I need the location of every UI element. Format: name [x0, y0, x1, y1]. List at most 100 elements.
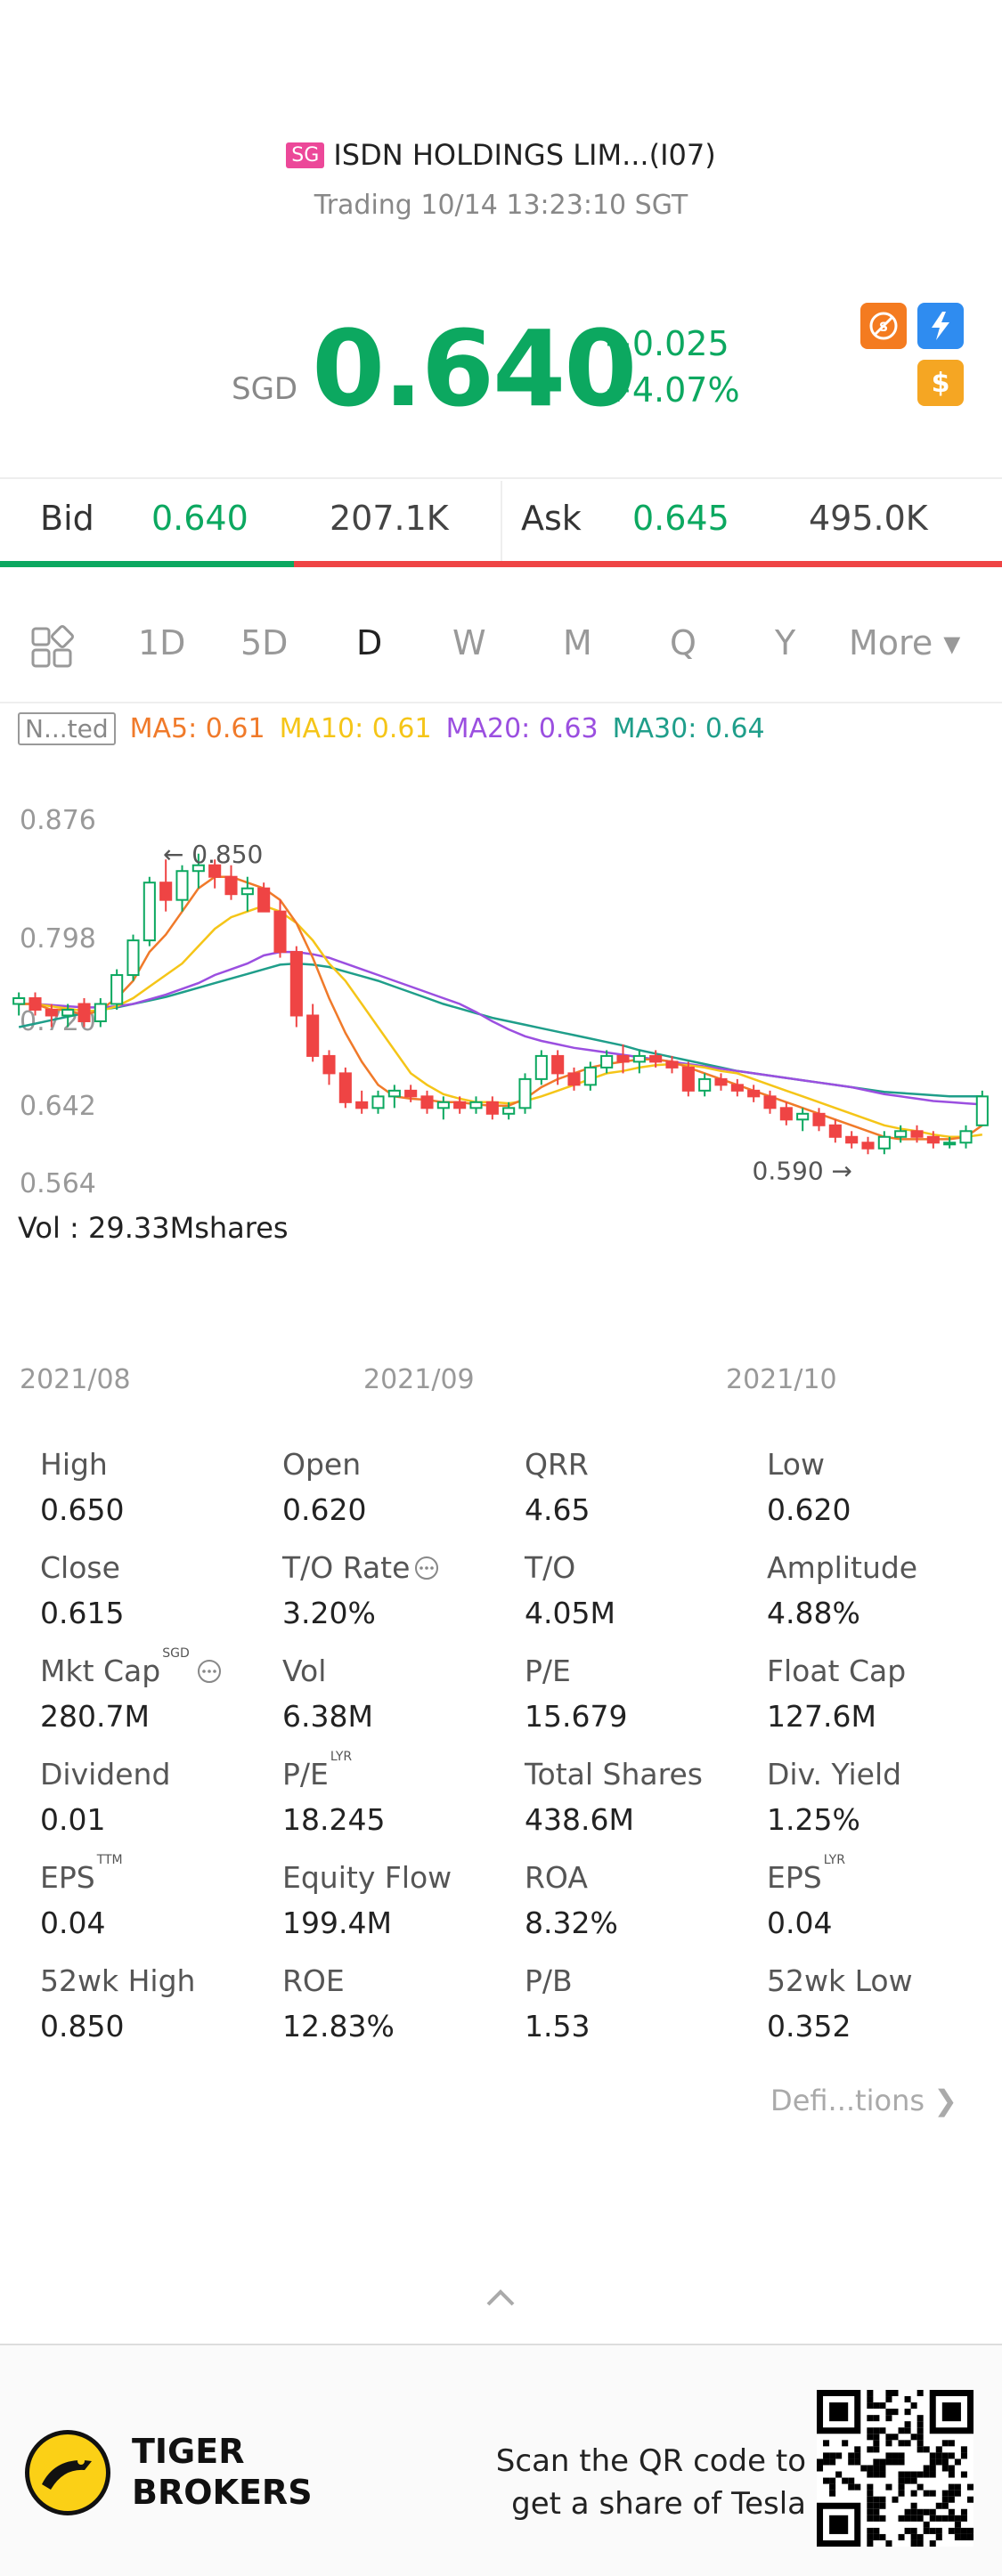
- stat-superscript: LYR: [330, 1750, 353, 1764]
- stat-item: P/E 15.679: [525, 1654, 765, 1734]
- scan-line1: Scan the QR code to: [495, 2443, 806, 2479]
- divider: [0, 477, 1002, 479]
- stat-value: 4.05M: [525, 1596, 615, 1630]
- stat-value: 0.850: [40, 2009, 125, 2044]
- currency-label: SGD: [232, 371, 298, 407]
- stat-item[interactable]: T/O Rate 3.20%: [282, 1550, 523, 1630]
- tab-m[interactable]: M: [563, 623, 592, 662]
- no-short-icon[interactable]: S: [860, 303, 907, 349]
- stat-value: 127.6M: [767, 1699, 876, 1734]
- qr-module: [916, 2515, 924, 2522]
- stat-item: 52wk High 0.850: [40, 1963, 281, 2044]
- qr-module: [885, 2434, 892, 2441]
- qr-module: [879, 2502, 886, 2509]
- stat-item[interactable]: Mkt Cap SGD 280.7M: [40, 1646, 281, 1734]
- stat-label-text: Vol: [282, 1654, 327, 1688]
- qr-module: [885, 2458, 892, 2466]
- qr-module: [929, 2527, 936, 2534]
- stat-value: 3.20%: [282, 1596, 376, 1630]
- info-icon[interactable]: [413, 1550, 440, 1585]
- grid-icon[interactable]: [29, 625, 74, 678]
- tab-more[interactable]: More ▾: [849, 623, 961, 662]
- qr-module: [948, 2490, 955, 2497]
- change-value: +0.025: [604, 324, 729, 363]
- bid-ask-bar: Bid 0.640 207.1K Ask 0.645 495.0K: [0, 481, 1002, 563]
- candle-body: [420, 1095, 434, 1109]
- qr-module: [954, 2483, 961, 2491]
- qr-module: [892, 2409, 899, 2416]
- qr-module: [829, 2483, 836, 2491]
- candle-body: [94, 1003, 107, 1022]
- tab-y[interactable]: Y: [775, 623, 796, 662]
- qr-code: [817, 2390, 973, 2547]
- stock-title[interactable]: ISDN HOLDINGS LIM...(I07): [333, 138, 716, 172]
- market-badge: SG: [286, 142, 325, 168]
- stat-label: Open: [282, 1447, 523, 1482]
- qr-module: [873, 2402, 880, 2409]
- qr-module: [873, 2440, 880, 2447]
- qr-module: [935, 2515, 942, 2522]
- qr-module: [867, 2415, 874, 2422]
- adjust-tag[interactable]: N...ted: [18, 712, 116, 745]
- qr-module: [923, 2446, 930, 2453]
- qr-module: [916, 2421, 924, 2428]
- qr-module: [898, 2533, 905, 2540]
- stat-value: 199.4M: [282, 1906, 392, 1940]
- stat-label-text: Mkt Cap: [40, 1654, 161, 1688]
- stat-label: EPS LYR: [767, 1853, 1002, 1895]
- tab-w[interactable]: W: [452, 623, 486, 662]
- stat-label-text: ROA: [525, 1860, 588, 1895]
- qr-module: [923, 2527, 930, 2534]
- tab-1d[interactable]: 1D: [138, 623, 186, 662]
- candle-body: [61, 1008, 75, 1017]
- qr-module: [873, 2471, 880, 2478]
- stat-label: Total Shares: [525, 1757, 765, 1792]
- definitions-link[interactable]: Defi...tions ❯: [770, 2084, 957, 2117]
- qr-module: [929, 2515, 936, 2522]
- candle-body: [306, 1014, 320, 1057]
- stat-label: High: [40, 1447, 281, 1482]
- tab-q[interactable]: Q: [670, 623, 697, 662]
- qr-module: [867, 2502, 874, 2509]
- qr-module: [873, 2527, 880, 2534]
- candlestick-chart: ← 0.850 0.590 →: [12, 840, 989, 1185]
- qr-module: [910, 2527, 917, 2534]
- candle-body: [338, 1072, 352, 1103]
- qr-module: [898, 2452, 905, 2459]
- stat-label-text: P/E: [282, 1757, 329, 1792]
- stat-item: EPS TTM 0.04: [40, 1853, 281, 1940]
- stat-value: 6.38M: [282, 1699, 373, 1734]
- footer: TIGER BROKERS Scan the QR code to get a …: [0, 2344, 1002, 2576]
- qr-module: [929, 2490, 936, 2497]
- qr-module: [867, 2490, 874, 2497]
- candle-body: [551, 1054, 565, 1075]
- qr-module: [960, 2446, 967, 2453]
- dollar-icon[interactable]: $: [917, 360, 964, 406]
- qr-module: [898, 2440, 905, 2447]
- stat-label-text: P/B: [525, 1963, 573, 1998]
- chevron-up-icon[interactable]: [483, 2279, 518, 2316]
- qr-module: [929, 2458, 936, 2466]
- tab-5d[interactable]: 5D: [240, 623, 289, 662]
- candle-body: [387, 1089, 401, 1098]
- qr-module: [892, 2434, 899, 2441]
- stat-label-text: Close: [40, 1550, 120, 1585]
- ma-legend: N...ted MA5: 0.61 MA10: 0.61 MA20: 0.63 …: [18, 712, 765, 745]
- info-icon[interactable]: [196, 1654, 223, 1688]
- qr-module: [848, 2483, 855, 2491]
- stat-value: 0.620: [767, 1492, 851, 1527]
- tab-d[interactable]: D: [356, 623, 383, 662]
- qr-module: [935, 2458, 942, 2466]
- qr-module: [916, 2539, 924, 2547]
- stat-item: Amplitude 4.88%: [767, 1550, 1002, 1630]
- qr-module: [966, 2527, 973, 2534]
- stat-value: 0.615: [40, 1596, 125, 1630]
- chevron-right-icon: ❯: [933, 2084, 957, 2117]
- header: SG ISDN HOLDINGS LIM...(I07) Trading 10/…: [0, 138, 1002, 221]
- lightning-icon[interactable]: [917, 303, 964, 349]
- qr-module: [898, 2458, 905, 2466]
- candle-body: [812, 1112, 826, 1126]
- qr-module: [873, 2427, 880, 2434]
- stat-value: 1.25%: [767, 1802, 860, 1837]
- qr-module: [867, 2402, 874, 2409]
